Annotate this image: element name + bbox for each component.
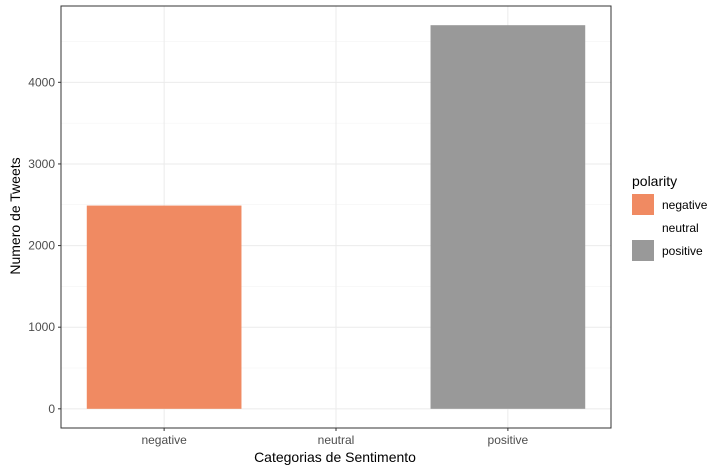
legend-label-negative: negative	[662, 198, 708, 212]
legend-label-neutral: neutral	[662, 221, 699, 235]
bar-positive	[430, 25, 586, 409]
x-axis-title: Categorias de Sentimento	[254, 449, 416, 465]
legend-key-positive	[632, 240, 654, 261]
x-axis: negative neutral positive	[141, 428, 529, 447]
y-tick-label: 2000	[28, 239, 55, 253]
x-tick-label: negative	[141, 433, 187, 447]
x-tick-label: positive	[488, 433, 529, 447]
y-axis: 0 1000 2000 3000 4000	[28, 75, 61, 416]
bar-negative	[86, 205, 242, 409]
y-tick-label: 4000	[28, 75, 55, 89]
legend-title: polarity	[632, 173, 677, 189]
legend-key-negative	[632, 194, 654, 215]
y-axis-title: Numero de Tweets	[7, 157, 23, 274]
y-tick-label: 1000	[28, 320, 55, 334]
legend: polarity negative neutral positive	[632, 173, 708, 261]
legend-key-neutral	[632, 217, 654, 238]
x-tick-label: neutral	[318, 433, 355, 447]
y-tick-label: 3000	[28, 157, 55, 171]
bars	[86, 25, 586, 409]
y-tick-label: 0	[48, 402, 55, 416]
legend-label-positive: positive	[662, 244, 703, 258]
